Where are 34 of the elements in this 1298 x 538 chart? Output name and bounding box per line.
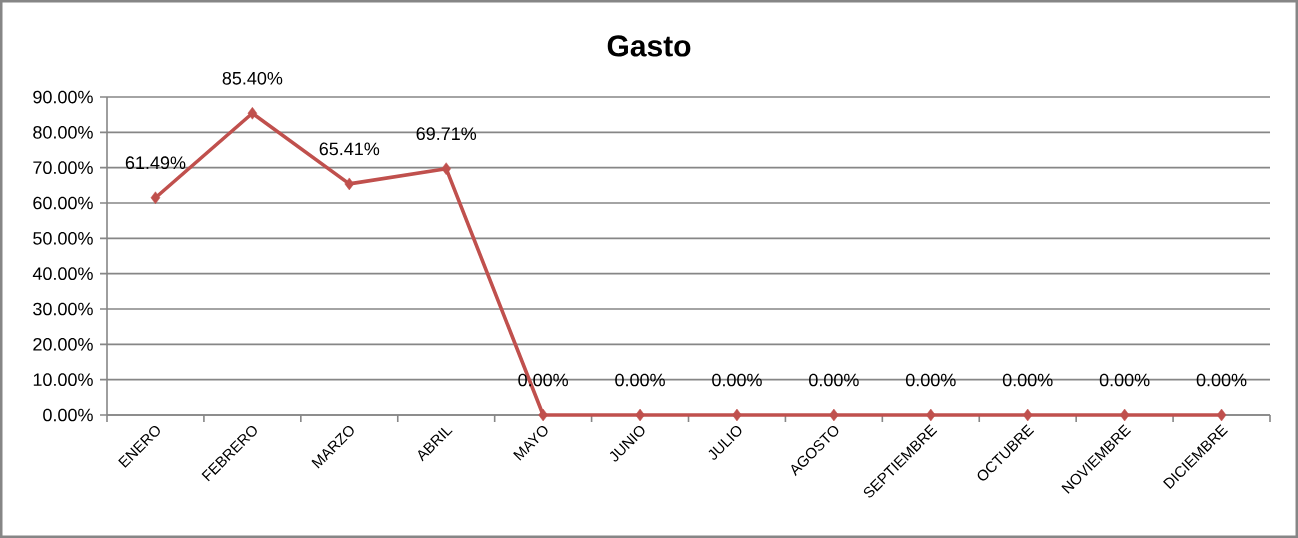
data-label: 0.00%: [1002, 373, 1053, 387]
point: [538, 408, 548, 422]
point: [247, 107, 258, 120]
data-label: 0.00%: [712, 373, 762, 387]
data-label: 85.40%: [222, 71, 283, 85]
point: [635, 408, 645, 422]
data-label: 69.71%: [416, 127, 477, 141]
chart-title: Gasto: [607, 35, 691, 57]
data-label: 0.00%: [809, 373, 859, 387]
y-tick-label: 20.00%: [33, 337, 93, 351]
y-tick-label: 80.00%: [33, 125, 93, 139]
y-tick-label: 60.00%: [33, 196, 93, 210]
y-tick-label: 40.00%: [32, 267, 93, 281]
data-label: 0.00%: [1099, 373, 1150, 387]
y-tick-label: 10.00%: [33, 373, 93, 387]
point: [1216, 408, 1227, 422]
point: [441, 162, 451, 175]
point: [1119, 408, 1130, 422]
point: [344, 177, 355, 191]
data-label: 0.00%: [615, 373, 665, 387]
y-tick-label: 0.00%: [43, 408, 93, 422]
data-label: 61.49%: [125, 156, 186, 170]
data-label: 0.00%: [1196, 373, 1247, 387]
point: [1022, 408, 1033, 422]
y-tick-label: 30.00%: [33, 302, 93, 316]
data-label: 65.41%: [319, 142, 380, 156]
point: [150, 191, 161, 204]
y-tick-label: 70.00%: [33, 161, 93, 175]
point: [926, 408, 936, 422]
data-label: 0.00%: [905, 373, 956, 387]
point: [732, 408, 742, 422]
point: [829, 408, 839, 422]
y-tick-label: 50.00%: [33, 231, 93, 245]
y-tick-label: 90.00%: [33, 90, 93, 104]
